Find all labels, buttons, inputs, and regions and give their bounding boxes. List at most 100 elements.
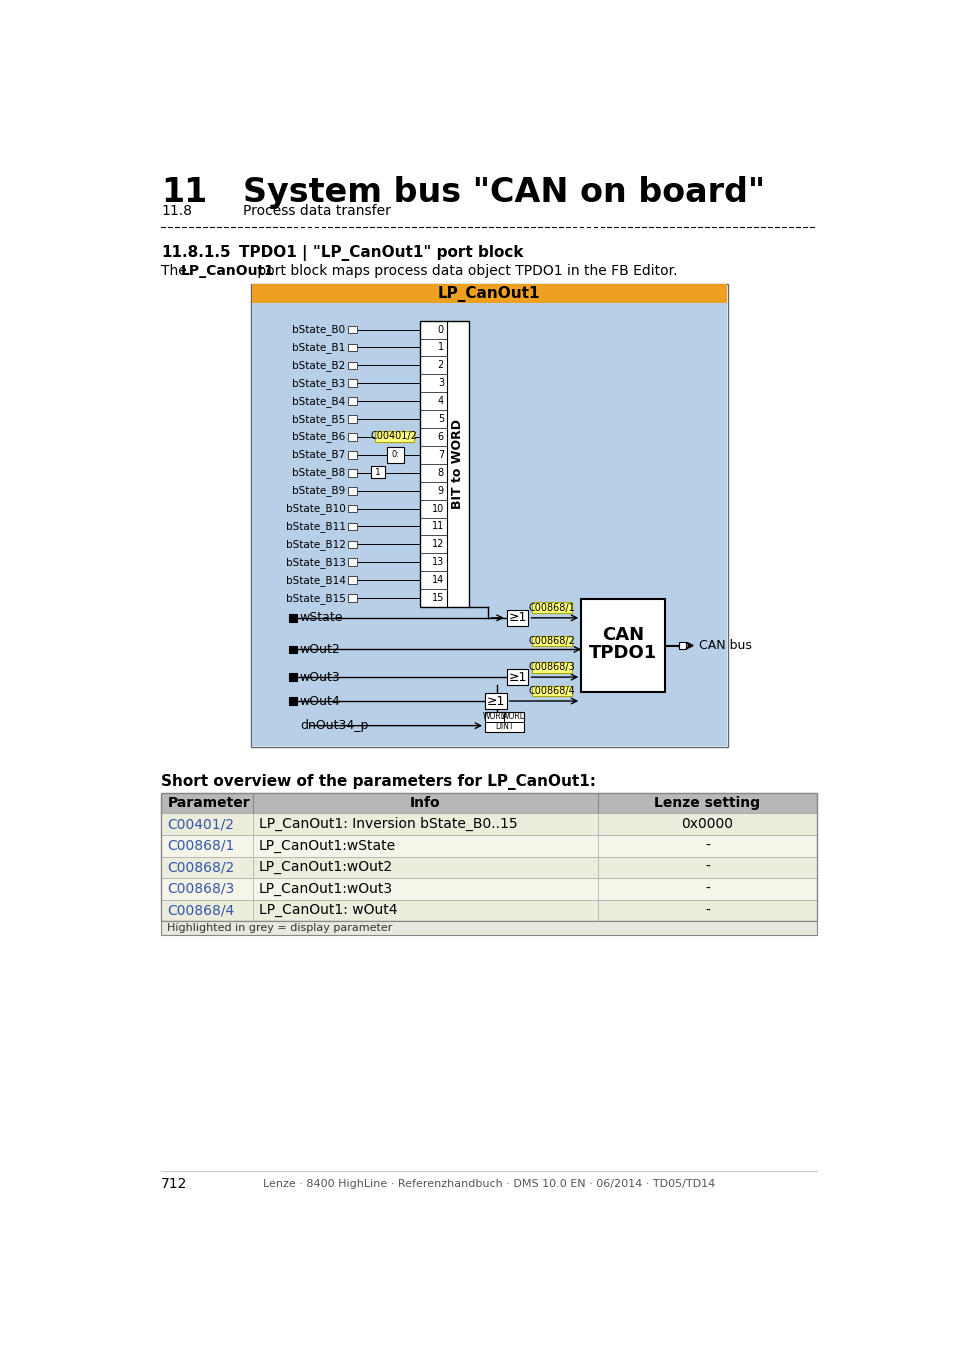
Text: C00868/2: C00868/2 — [528, 636, 575, 645]
FancyBboxPatch shape — [371, 466, 385, 478]
Text: bState_B0: bState_B0 — [293, 324, 345, 335]
Text: bState_B5: bState_B5 — [292, 413, 345, 424]
Text: bState_B10: bState_B10 — [286, 504, 345, 514]
FancyBboxPatch shape — [252, 302, 726, 747]
Text: 0: 0 — [437, 324, 443, 335]
Text: 2: 2 — [437, 360, 443, 370]
FancyBboxPatch shape — [679, 641, 685, 649]
Text: LP_CanOut1: LP_CanOut1 — [437, 286, 540, 301]
Text: -: - — [704, 903, 709, 918]
FancyBboxPatch shape — [161, 878, 816, 899]
FancyBboxPatch shape — [161, 856, 816, 878]
FancyBboxPatch shape — [289, 645, 296, 653]
Text: System bus "CAN on board": System bus "CAN on board" — [243, 176, 764, 209]
Text: 11: 11 — [161, 176, 207, 209]
Text: port block maps process data object TPDO1 in the FB Editor.: port block maps process data object TPDO… — [253, 265, 677, 278]
Text: bState_B2: bState_B2 — [292, 360, 345, 371]
Text: The: The — [161, 265, 191, 278]
FancyBboxPatch shape — [161, 814, 816, 836]
Text: C00868/4: C00868/4 — [528, 686, 575, 697]
FancyBboxPatch shape — [348, 487, 356, 494]
Text: 12: 12 — [431, 540, 443, 549]
Text: Lenze · 8400 HighLine · Referenzhandbuch · DMS 10.0 EN · 06/2014 · TD05/TD14: Lenze · 8400 HighLine · Referenzhandbuch… — [262, 1179, 715, 1189]
Text: 0x0000: 0x0000 — [680, 817, 733, 832]
Text: bState_B15: bState_B15 — [285, 593, 345, 603]
Text: LP_CanOut1: LP_CanOut1 — [181, 265, 274, 278]
Text: Short overview of the parameters for LP_CanOut1:: Short overview of the parameters for LP_… — [161, 774, 596, 790]
Text: -: - — [704, 860, 709, 875]
Text: wOut4: wOut4 — [299, 694, 340, 707]
Text: wState: wState — [299, 612, 343, 624]
Text: wOut2: wOut2 — [299, 643, 340, 656]
Text: -: - — [704, 838, 709, 853]
Text: 7: 7 — [437, 450, 443, 460]
FancyBboxPatch shape — [348, 468, 356, 477]
FancyBboxPatch shape — [348, 344, 356, 351]
Text: ≥1: ≥1 — [486, 694, 504, 707]
Text: 4: 4 — [437, 396, 443, 406]
Text: LP_CanOut1:wOut3: LP_CanOut1:wOut3 — [258, 882, 393, 896]
Text: bState_B13: bState_B13 — [285, 556, 345, 568]
Text: WORD: WORD — [501, 713, 526, 721]
Text: C00868/1: C00868/1 — [528, 603, 575, 613]
FancyBboxPatch shape — [419, 320, 468, 608]
FancyBboxPatch shape — [348, 397, 356, 405]
Text: LP_CanOut1: Inversion bState_B0..15: LP_CanOut1: Inversion bState_B0..15 — [258, 817, 517, 832]
Text: 1: 1 — [437, 343, 443, 352]
FancyBboxPatch shape — [161, 794, 816, 814]
Text: 15: 15 — [431, 593, 443, 603]
Text: 8: 8 — [437, 468, 443, 478]
Text: Process data transfer: Process data transfer — [243, 204, 391, 219]
Text: Info: Info — [410, 796, 440, 810]
Text: 1: 1 — [375, 467, 380, 477]
FancyBboxPatch shape — [289, 614, 296, 622]
FancyBboxPatch shape — [348, 505, 356, 513]
FancyBboxPatch shape — [289, 697, 296, 705]
FancyBboxPatch shape — [506, 610, 528, 625]
Text: 9: 9 — [437, 486, 443, 495]
Text: LP_CanOut1:wState: LP_CanOut1:wState — [258, 838, 395, 853]
FancyBboxPatch shape — [348, 451, 356, 459]
FancyBboxPatch shape — [289, 674, 296, 680]
FancyBboxPatch shape — [348, 522, 356, 531]
FancyBboxPatch shape — [348, 433, 356, 441]
FancyBboxPatch shape — [348, 379, 356, 387]
Text: Parameter: Parameter — [167, 796, 250, 810]
FancyBboxPatch shape — [484, 711, 523, 732]
Text: C00401/2: C00401/2 — [167, 817, 234, 832]
Text: DINT: DINT — [495, 722, 513, 732]
Text: C00868/4: C00868/4 — [167, 903, 234, 918]
Text: BIT to WORD: BIT to WORD — [451, 418, 464, 509]
Text: bState_B7: bState_B7 — [292, 450, 345, 460]
FancyBboxPatch shape — [161, 899, 816, 921]
Text: bState_B12: bState_B12 — [285, 539, 345, 549]
Text: 10: 10 — [432, 504, 443, 513]
FancyBboxPatch shape — [484, 694, 506, 709]
Text: CAN bus: CAN bus — [699, 639, 751, 652]
Text: bState_B4: bState_B4 — [292, 396, 345, 406]
FancyBboxPatch shape — [251, 284, 727, 747]
FancyBboxPatch shape — [506, 670, 528, 684]
Text: LP_CanOut1: wOut4: LP_CanOut1: wOut4 — [258, 903, 396, 918]
FancyBboxPatch shape — [531, 636, 571, 647]
FancyBboxPatch shape — [348, 594, 356, 602]
FancyBboxPatch shape — [348, 576, 356, 585]
Text: bState_B11: bState_B11 — [285, 521, 345, 532]
FancyBboxPatch shape — [580, 599, 664, 691]
Text: bState_B6: bState_B6 — [292, 432, 345, 443]
Text: TPDO1 | "LP_CanOut1" port block: TPDO1 | "LP_CanOut1" port block — [239, 246, 523, 261]
FancyBboxPatch shape — [252, 285, 726, 302]
FancyBboxPatch shape — [531, 662, 571, 672]
FancyBboxPatch shape — [348, 325, 356, 333]
Text: C00868/3: C00868/3 — [167, 882, 234, 896]
Text: TPDO1: TPDO1 — [588, 644, 657, 663]
FancyBboxPatch shape — [348, 540, 356, 548]
Text: -: - — [704, 882, 709, 896]
Text: dnOut34_p: dnOut34_p — [299, 720, 368, 732]
Text: Highlighted in grey = display parameter: Highlighted in grey = display parameter — [167, 923, 393, 933]
Text: CAN: CAN — [601, 626, 643, 644]
FancyBboxPatch shape — [348, 559, 356, 566]
Text: 712: 712 — [161, 1177, 188, 1191]
Text: wOut3: wOut3 — [299, 671, 340, 683]
Text: 6: 6 — [437, 432, 443, 441]
